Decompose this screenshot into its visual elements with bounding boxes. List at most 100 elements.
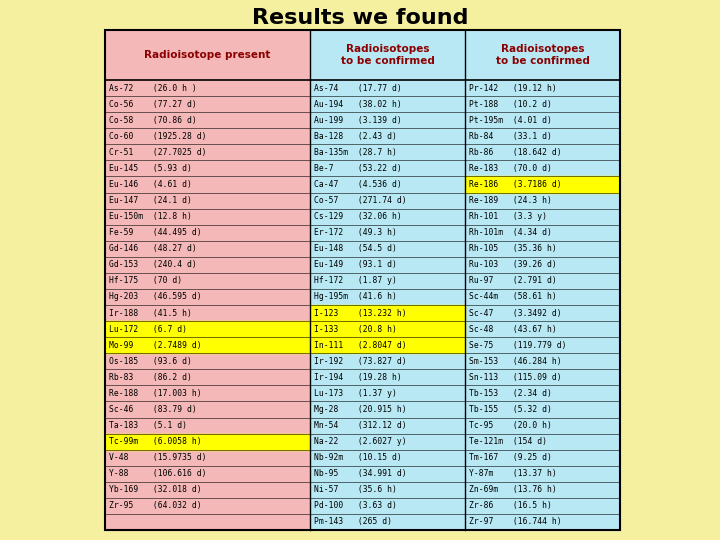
Text: Ba-128   (2.43 d): Ba-128 (2.43 d) (314, 132, 397, 141)
Text: Zn-69m   (13.76 h): Zn-69m (13.76 h) (469, 485, 557, 494)
Bar (310, 321, 465, 337)
Text: Os-185   (93.6 d): Os-185 (93.6 d) (109, 357, 192, 366)
Text: Radioisotopes
to be confirmed: Radioisotopes to be confirmed (495, 44, 590, 66)
Text: Zr-95    (64.032 d): Zr-95 (64.032 d) (109, 502, 202, 510)
Text: Nb-92m   (10.15 d): Nb-92m (10.15 d) (314, 453, 402, 462)
Text: Sc-44m   (58.61 h): Sc-44m (58.61 h) (469, 293, 557, 301)
Text: Te-121m  (154 d): Te-121m (154 d) (469, 437, 547, 446)
Text: Nb-95    (34.991 d): Nb-95 (34.991 d) (314, 469, 407, 478)
Text: Na-22    (2.6027 y): Na-22 (2.6027 y) (314, 437, 407, 446)
Text: Hf-172   (1.87 y): Hf-172 (1.87 y) (314, 276, 397, 286)
Bar (465, 30, 620, 80)
Text: Sc-47    (3.3492 d): Sc-47 (3.3492 d) (469, 308, 562, 318)
Text: Se-75    (119.779 d): Se-75 (119.779 d) (469, 341, 567, 350)
Text: Sc-48    (43.67 h): Sc-48 (43.67 h) (469, 325, 557, 334)
Text: Gd-153   (240.4 d): Gd-153 (240.4 d) (109, 260, 197, 269)
Text: Radioisotopes
to be confirmed: Radioisotopes to be confirmed (341, 44, 434, 66)
Text: Rh-105   (35.36 h): Rh-105 (35.36 h) (469, 244, 557, 253)
Text: V-48     (15.9735 d): V-48 (15.9735 d) (109, 453, 207, 462)
Text: As-74    (17.77 d): As-74 (17.77 d) (314, 84, 402, 92)
Text: Mg-28    (20.915 h): Mg-28 (20.915 h) (314, 405, 407, 414)
Bar (105, 337, 310, 353)
Bar (105, 30, 310, 80)
Text: Ca-47    (4.536 d): Ca-47 (4.536 d) (314, 180, 402, 189)
Text: Rh-101   (3.3 y): Rh-101 (3.3 y) (469, 212, 547, 221)
Text: Zr-86    (16.5 h): Zr-86 (16.5 h) (469, 502, 552, 510)
Text: Ba-135m  (28.7 h): Ba-135m (28.7 h) (314, 148, 397, 157)
Text: Re-183   (70.0 d): Re-183 (70.0 d) (469, 164, 552, 173)
Bar (310, 80, 465, 530)
Bar (310, 30, 465, 80)
Text: Re-188   (17.003 h): Re-188 (17.003 h) (109, 389, 202, 398)
Text: Tb-153   (2.34 d): Tb-153 (2.34 d) (469, 389, 552, 398)
Text: Lu-173   (1.37 y): Lu-173 (1.37 y) (314, 389, 397, 398)
Text: Mn-54    (312.12 d): Mn-54 (312.12 d) (314, 421, 407, 430)
Bar (105, 434, 310, 450)
Text: Tc-95    (20.0 h): Tc-95 (20.0 h) (469, 421, 552, 430)
Text: Lu-172   (6.7 d): Lu-172 (6.7 d) (109, 325, 187, 334)
Text: Cs-129   (32.06 h): Cs-129 (32.06 h) (314, 212, 402, 221)
Text: Hf-175   (70 d): Hf-175 (70 d) (109, 276, 182, 286)
Text: Zr-97    (16.744 h): Zr-97 (16.744 h) (469, 517, 562, 526)
Text: Co-57    (271.74 d): Co-57 (271.74 d) (314, 196, 407, 205)
Text: Ru-97    (2.791 d): Ru-97 (2.791 d) (469, 276, 557, 286)
Text: Rb-83    (86.2 d): Rb-83 (86.2 d) (109, 373, 192, 382)
Text: Hg-203   (46.595 d): Hg-203 (46.595 d) (109, 293, 202, 301)
Text: Results we found: Results we found (252, 8, 468, 28)
Text: Hg-195m  (41.6 h): Hg-195m (41.6 h) (314, 293, 397, 301)
Bar (310, 337, 465, 353)
Text: Sm-153   (46.284 h): Sm-153 (46.284 h) (469, 357, 562, 366)
Text: Ir-194   (19.28 h): Ir-194 (19.28 h) (314, 373, 402, 382)
Text: Rb-86    (18.642 d): Rb-86 (18.642 d) (469, 148, 562, 157)
Text: Radioisotope present: Radioisotope present (144, 50, 271, 60)
Text: Tb-155   (5.32 d): Tb-155 (5.32 d) (469, 405, 552, 414)
Text: Y-87m    (13.37 h): Y-87m (13.37 h) (469, 469, 557, 478)
Text: Sc-46    (83.79 d): Sc-46 (83.79 d) (109, 405, 197, 414)
Text: Ru-103   (39.26 d): Ru-103 (39.26 d) (469, 260, 557, 269)
Text: Fe-59    (44.495 d): Fe-59 (44.495 d) (109, 228, 202, 237)
Text: Eu-150m  (12.8 h): Eu-150m (12.8 h) (109, 212, 192, 221)
Bar (310, 305, 465, 321)
Text: Pr-142   (19.12 h): Pr-142 (19.12 h) (469, 84, 557, 92)
Text: Eu-145   (5.93 d): Eu-145 (5.93 d) (109, 164, 192, 173)
Text: Ir-192   (73.827 d): Ir-192 (73.827 d) (314, 357, 407, 366)
Text: Tc-99m   (6.0058 h): Tc-99m (6.0058 h) (109, 437, 202, 446)
Text: Co-58    (70.86 d): Co-58 (70.86 d) (109, 116, 197, 125)
Text: Co-56    (77.27 d): Co-56 (77.27 d) (109, 99, 197, 109)
Text: Ta-183   (5.1 d): Ta-183 (5.1 d) (109, 421, 187, 430)
Text: I-123    (13.232 h): I-123 (13.232 h) (314, 308, 407, 318)
Text: Pt-195m  (4.01 d): Pt-195m (4.01 d) (469, 116, 552, 125)
Text: Re-186   (3.7186 d): Re-186 (3.7186 d) (469, 180, 562, 189)
Text: Be-7     (53.22 d): Be-7 (53.22 d) (314, 164, 402, 173)
Text: Er-172   (49.3 h): Er-172 (49.3 h) (314, 228, 397, 237)
Text: Co-60    (1925.28 d): Co-60 (1925.28 d) (109, 132, 207, 141)
Text: Eu-148   (54.5 d): Eu-148 (54.5 d) (314, 244, 397, 253)
Text: Yb-169   (32.018 d): Yb-169 (32.018 d) (109, 485, 202, 494)
Bar (465, 177, 620, 192)
Text: Pd-100   (3.63 d): Pd-100 (3.63 d) (314, 502, 397, 510)
Text: Ni-57    (35.6 h): Ni-57 (35.6 h) (314, 485, 397, 494)
Bar (105, 321, 310, 337)
Text: Ir-188   (41.5 h): Ir-188 (41.5 h) (109, 308, 192, 318)
Text: Mo-99    (2.7489 d): Mo-99 (2.7489 d) (109, 341, 202, 350)
Text: Eu-149   (93.1 d): Eu-149 (93.1 d) (314, 260, 397, 269)
Text: Rh-101m  (4.34 d): Rh-101m (4.34 d) (469, 228, 552, 237)
Text: Rb-84    (33.1 d): Rb-84 (33.1 d) (469, 132, 552, 141)
Text: Eu-147   (24.1 d): Eu-147 (24.1 d) (109, 196, 192, 205)
Text: Au-199   (3.139 d): Au-199 (3.139 d) (314, 116, 402, 125)
Text: Au-194   (38.02 h): Au-194 (38.02 h) (314, 99, 402, 109)
Text: Cr-51    (27.7025 d): Cr-51 (27.7025 d) (109, 148, 207, 157)
Text: Pm-143   (265 d): Pm-143 (265 d) (314, 517, 392, 526)
Text: In-111   (2.8047 d): In-111 (2.8047 d) (314, 341, 407, 350)
Text: Eu-146   (4.61 d): Eu-146 (4.61 d) (109, 180, 192, 189)
Text: Sn-113   (115.09 d): Sn-113 (115.09 d) (469, 373, 562, 382)
Text: Gd-146   (48.27 d): Gd-146 (48.27 d) (109, 244, 197, 253)
Text: Y-88     (106.616 d): Y-88 (106.616 d) (109, 469, 207, 478)
Text: Pt-188   (10.2 d): Pt-188 (10.2 d) (469, 99, 552, 109)
Bar (105, 30, 620, 530)
Text: Tm-167   (9.25 d): Tm-167 (9.25 d) (469, 453, 552, 462)
Bar (465, 80, 620, 530)
Bar (105, 80, 310, 530)
Text: I-133    (20.8 h): I-133 (20.8 h) (314, 325, 397, 334)
Text: As-72    (26.0 h ): As-72 (26.0 h ) (109, 84, 197, 92)
